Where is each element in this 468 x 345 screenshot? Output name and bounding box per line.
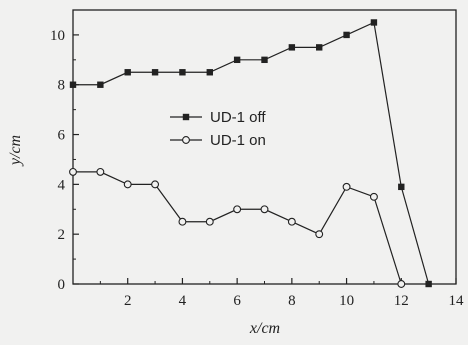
x-tick-label: 10 [339, 293, 354, 309]
data-point [123, 180, 132, 189]
x-tick-label: 2 [124, 293, 132, 309]
data-point [342, 182, 351, 191]
data-point [288, 44, 296, 51]
series-line [73, 21, 430, 285]
data-point [369, 192, 378, 201]
y-tick-label: 0 [58, 277, 66, 293]
x-tick-label: 6 [233, 293, 241, 309]
data-point [233, 56, 241, 64]
x-tick-label: 8 [288, 293, 296, 309]
legend-marker [182, 113, 190, 121]
data-point [398, 183, 405, 191]
series-line [73, 171, 402, 285]
y-tick-label: 4 [58, 177, 66, 193]
data-point [151, 69, 159, 76]
data-point [178, 217, 187, 226]
data-point [151, 180, 160, 189]
legend-item: UD-1 on [170, 132, 266, 149]
data-point [261, 56, 268, 64]
data-point [179, 69, 186, 76]
legend: UD-1 off UD-1 on [170, 109, 266, 149]
legend-marker [182, 136, 190, 144]
x-tick-label: 4 [179, 293, 187, 309]
series-layer [69, 19, 432, 288]
legend-label: UD-1 on [210, 132, 266, 149]
data-point [343, 31, 350, 39]
y-tick-label: 6 [58, 128, 66, 144]
data-point [287, 217, 296, 226]
data-point [69, 167, 77, 176]
data-point [315, 230, 324, 239]
data-point [233, 205, 242, 214]
data-point [205, 217, 214, 226]
data-point [425, 280, 432, 288]
y-tick-label: 10 [50, 28, 65, 44]
data-point [124, 69, 131, 76]
data-point [370, 19, 378, 26]
data-point [206, 69, 213, 76]
legend-item: UD-1 off [170, 109, 266, 126]
y-axis-label: y/cm [7, 135, 24, 167]
series-2 [69, 167, 406, 288]
y-tick-label: 2 [58, 227, 66, 243]
data-point [260, 205, 269, 214]
series-1 [69, 19, 432, 288]
data-point [96, 167, 105, 176]
data-point [397, 280, 406, 288]
data-point [69, 81, 77, 88]
y-tick-label: 8 [58, 78, 66, 94]
axes: 2 4 6 8 10 12 14 0 2 4 6 8 10 [50, 28, 464, 309]
x-tick-label: 14 [449, 293, 465, 309]
x-tick-label: 12 [394, 293, 409, 309]
legend-label: UD-1 off [210, 109, 266, 126]
data-point [316, 44, 323, 51]
x-axis-label: x/cm [249, 320, 280, 337]
data-point [97, 81, 104, 88]
